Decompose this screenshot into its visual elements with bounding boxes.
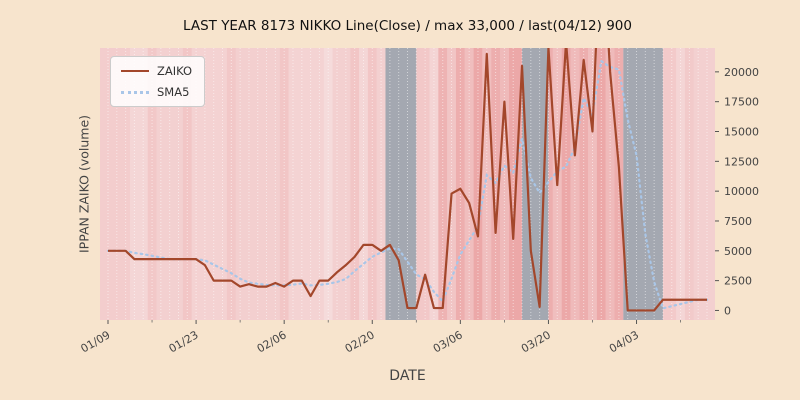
- legend-item-zaiko: ZAIKO: [121, 64, 192, 78]
- sma5-line-swatch: [121, 90, 149, 94]
- svg-text:12500: 12500: [724, 155, 759, 168]
- x-axis-label: DATE: [389, 368, 426, 384]
- y-axis-label: IPPAN ZAIKO (volume): [76, 114, 92, 254]
- svg-text:10000: 10000: [724, 185, 759, 198]
- svg-text:03/06: 03/06: [431, 328, 465, 355]
- svg-text:02/20: 02/20: [343, 328, 377, 355]
- svg-text:5000: 5000: [724, 245, 752, 258]
- chart-title: LAST YEAR 8173 NIKKO Line(Close) / max 3…: [183, 18, 632, 34]
- svg-text:03/20: 03/20: [519, 328, 553, 355]
- svg-text:02/06: 02/06: [255, 328, 289, 355]
- svg-text:17500: 17500: [724, 96, 759, 109]
- legend-label-zaiko: ZAIKO: [157, 64, 193, 78]
- svg-text:01/09: 01/09: [79, 328, 113, 355]
- legend-item-sma5: SMA5: [121, 85, 192, 99]
- svg-text:15000: 15000: [724, 126, 759, 139]
- legend-label-sma5: SMA5: [157, 85, 190, 99]
- svg-text:2500: 2500: [724, 275, 752, 288]
- svg-text:01/23: 01/23: [167, 328, 201, 355]
- legend: ZAIKO SMA5: [110, 56, 206, 107]
- svg-text:0: 0: [724, 304, 731, 317]
- svg-text:20000: 20000: [724, 66, 759, 79]
- svg-text:7500: 7500: [724, 215, 752, 228]
- svg-text:04/03: 04/03: [607, 328, 641, 355]
- zaiko-line-swatch: [121, 70, 149, 72]
